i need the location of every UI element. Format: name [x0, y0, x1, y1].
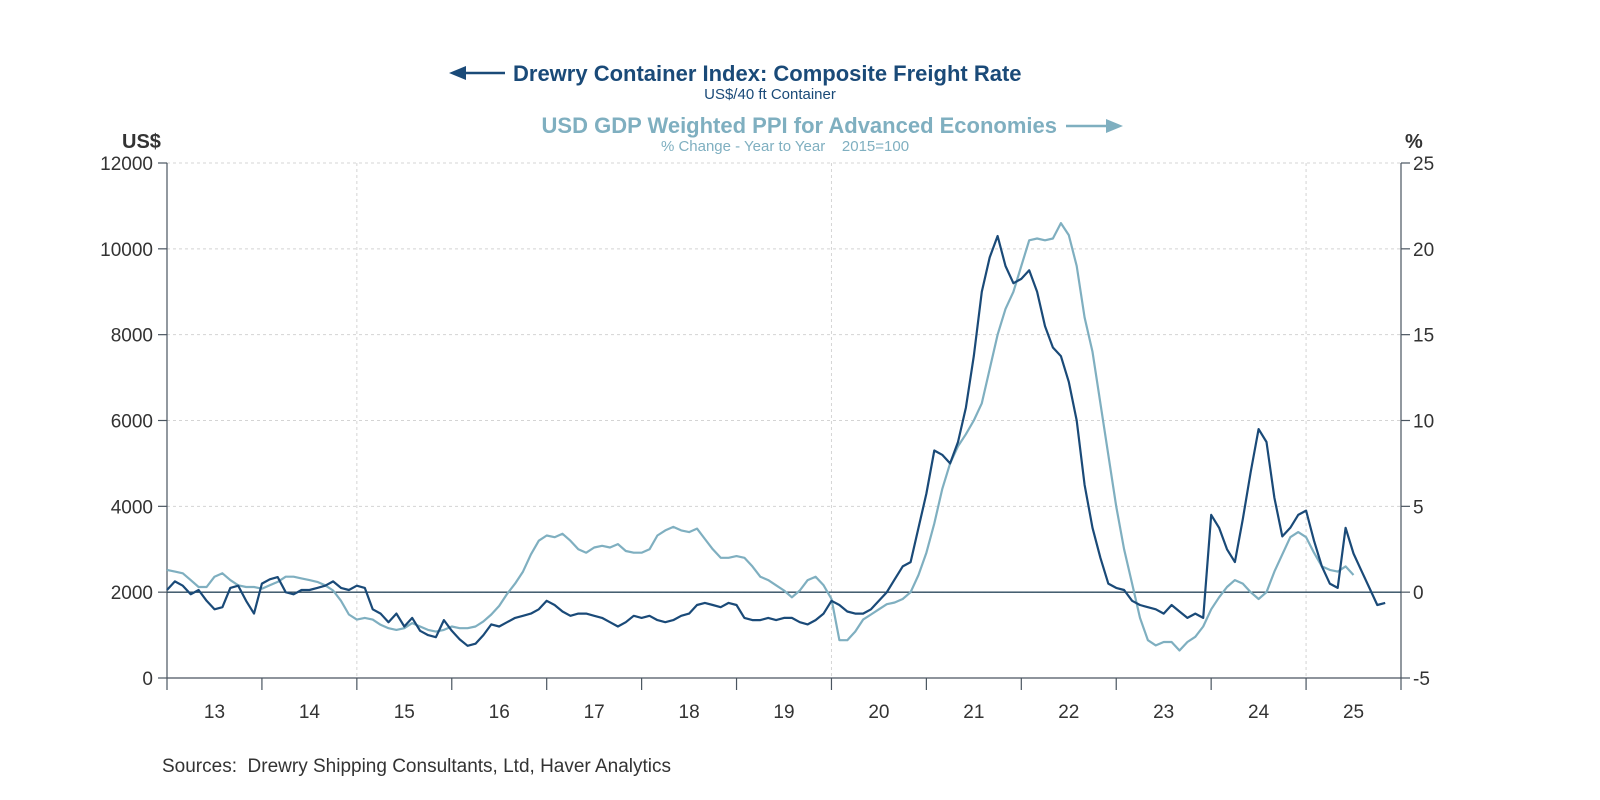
x-tick-label: 17 [584, 702, 605, 723]
y-left-tick-label: 12000 [100, 154, 153, 175]
y-right-tick-label: 20 [1413, 240, 1434, 261]
x-tick-label: 25 [1343, 702, 1364, 723]
x-tick-label: 18 [679, 702, 700, 723]
left-arrow-icon [449, 66, 505, 80]
x-tick-label: 22 [1058, 702, 1079, 723]
legend: Drewry Container Index: Composite Freigh… [449, 61, 1123, 155]
x-tick-label: 20 [868, 702, 889, 723]
series-line-ppi [166, 222, 1355, 652]
sources-note: Sources: Drewry Shipping Consultants, Lt… [162, 756, 671, 777]
chart-title: Drewry Container Index: Composite Freigh… [513, 61, 1022, 86]
right-arrow-icon [1066, 119, 1123, 133]
axes: 0 2000 4000 6000 8000 10000 12000 -5 0 5 10 15 20 25 1… [100, 154, 1434, 723]
x-tick-label: 19 [773, 702, 794, 723]
chart-title-2: USD GDP Weighted PPI for Advanced Econom… [542, 113, 1057, 138]
series [166, 222, 1386, 652]
y-axis-left-label: US$ [122, 131, 161, 153]
y-left-tick-label: 2000 [111, 583, 153, 604]
y-right-tick-label: -5 [1413, 669, 1430, 690]
y-left-tick-label: 0 [142, 669, 153, 690]
series-line-drewry [166, 234, 1386, 647]
x-tick-label: 21 [963, 702, 984, 723]
y-right-tick-label: 10 [1413, 412, 1434, 433]
x-tick-label: 14 [299, 702, 321, 723]
y-right-tick-label: 25 [1413, 154, 1434, 175]
y-left-tick-label: 8000 [111, 326, 153, 347]
x-tick-label: 16 [489, 702, 510, 723]
x-tick-label: 24 [1248, 702, 1270, 723]
y-right-tick-label: 15 [1413, 326, 1434, 347]
chart-subtitle: US$/40 ft Container [704, 86, 836, 103]
x-tick-label: 13 [204, 702, 225, 723]
chart-subtitle-2: % Change - Year to Year 2015=100 [661, 138, 909, 155]
y-left-tick-label: 6000 [111, 412, 153, 433]
x-tick-label: 15 [394, 702, 415, 723]
y-axis-right-label: % [1405, 131, 1423, 153]
x-tick-label: 23 [1153, 702, 1174, 723]
y-right-tick-label: 0 [1413, 583, 1424, 604]
y-left-tick-label: 4000 [111, 497, 153, 518]
y-left-tick-label: 10000 [100, 240, 153, 261]
y-right-tick-label: 5 [1413, 497, 1424, 518]
